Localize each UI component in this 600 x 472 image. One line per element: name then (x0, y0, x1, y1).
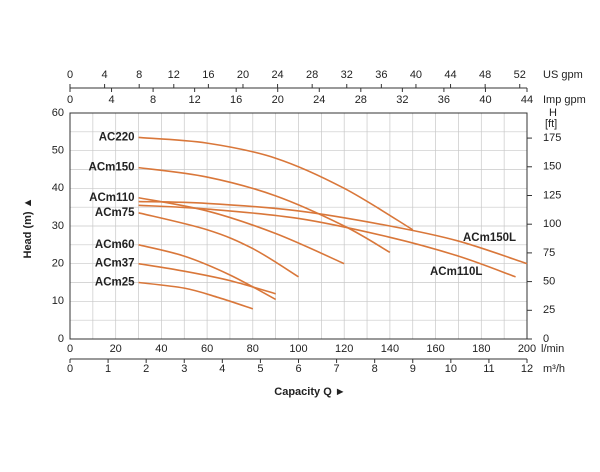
axis-tick-label: 6 (295, 363, 301, 375)
series-label: ACm150L (463, 232, 516, 244)
y-tick-label: 0 (58, 333, 64, 345)
axis-unit: l/min (541, 343, 564, 355)
y2-tick-label: 175 (543, 132, 561, 144)
curve (138, 281, 254, 310)
x-tick-label: 0 (67, 343, 73, 355)
axis-tick-label: 4 (108, 94, 114, 106)
series-label: ACm25 (95, 277, 135, 289)
series-label: ACm110L (430, 266, 482, 278)
axis-tick-label: 10 (445, 363, 457, 375)
x-tick-label: 120 (335, 343, 353, 355)
x-tick-label: 20 (110, 343, 122, 355)
y2-unit: [ft] (545, 118, 557, 130)
axis-tick-label: 0 (67, 363, 73, 375)
axis-unit: m³/h (543, 363, 565, 375)
axis-tick-label: 28 (306, 69, 318, 81)
x-tick-label: 140 (381, 343, 399, 355)
plot-frame (69, 112, 528, 340)
axis-title: Capacity Q ► (274, 386, 345, 398)
axis-tick-label: 8 (150, 94, 156, 106)
x-tick-label: 80 (247, 343, 259, 355)
y-tick-label: 10 (52, 295, 64, 307)
curve (138, 196, 345, 265)
axis-tick-label: 4 (219, 363, 225, 375)
y2-unit: H (549, 107, 557, 119)
axis-tick-label: 16 (202, 69, 214, 81)
axis-tick-label: 1 (105, 363, 111, 375)
axis-tick-label: 0 (67, 69, 73, 81)
y2-tick-label: 50 (543, 276, 555, 288)
x-tick-label: 100 (289, 343, 307, 355)
axis-tick-label: 24 (271, 69, 283, 81)
y2-tick-label: 0 (543, 333, 549, 345)
axis-unit: Imp gpm (543, 94, 586, 106)
axis-tick-label: 40 (479, 94, 491, 106)
axis-title: Head (m) ▲ (22, 197, 34, 258)
y2-tick-label: 150 (543, 161, 561, 173)
axis-tick-label: 8 (372, 363, 378, 375)
x-tick-label: 60 (201, 343, 213, 355)
y-tick-label: 20 (52, 258, 64, 270)
axis-tick-label: 40 (410, 69, 422, 81)
y-tick-label: 30 (52, 220, 64, 232)
axis-tick-label: 8 (136, 69, 142, 81)
axis-tick-label: 12 (189, 94, 201, 106)
curve (138, 212, 299, 278)
axis-tick-label: 12 (521, 363, 533, 375)
axis-tick-label: 9 (410, 363, 416, 375)
y2-tick-label: 125 (543, 189, 561, 201)
axis-tick-label: 36 (438, 94, 450, 106)
axis-tick-label: 44 (521, 94, 533, 106)
curve (138, 204, 516, 278)
axis-tick-label: 12 (168, 69, 180, 81)
axis-tick-label: 16 (230, 94, 242, 106)
axis-tick-label: 3 (181, 363, 187, 375)
axis-tick-label: 5 (257, 363, 263, 375)
curve (138, 136, 414, 231)
axis-tick-label: 20 (237, 69, 249, 81)
series-label: ACm75 (95, 207, 135, 219)
x-tick-label: 200 (518, 343, 536, 355)
axis-tick-label: 36 (375, 69, 387, 81)
curve (138, 262, 276, 295)
y2-tick-label: 25 (543, 304, 555, 316)
series-label: AC220 (99, 132, 135, 144)
axis-tick-label: 24 (313, 94, 325, 106)
x-tick-label: 180 (472, 343, 490, 355)
axis-tick-label: 32 (341, 69, 353, 81)
axis-tick-label: 2 (143, 363, 149, 375)
axis-tick-label: 0 (67, 94, 73, 106)
series-label: ACm37 (95, 258, 135, 270)
series-label: ACm110 (89, 192, 134, 204)
y2-tick-label: 75 (543, 247, 555, 259)
y-tick-label: 60 (52, 107, 64, 119)
series-label: ACm150 (89, 162, 135, 174)
curve (138, 200, 528, 265)
axis-tick-label: 28 (355, 94, 367, 106)
series-label: ACm60 (95, 239, 135, 251)
y2-tick-label: 100 (543, 218, 561, 230)
axis-tick-label: 44 (444, 69, 456, 81)
x-tick-label: 40 (155, 343, 167, 355)
y-tick-label: 50 (52, 145, 64, 157)
axis-tick-label: 32 (396, 94, 408, 106)
x-tick-label: 160 (426, 343, 444, 355)
y-tick-label: 40 (52, 182, 64, 194)
curve (138, 166, 391, 254)
axis-tick-label: 4 (102, 69, 108, 81)
axis-tick-label: 48 (479, 69, 491, 81)
axis-tick-label: 7 (334, 363, 340, 375)
axis-tick-label: 52 (514, 69, 526, 81)
axis-unit: US gpm (543, 69, 583, 81)
axis-tick-label: 20 (272, 94, 284, 106)
axis-tick-label: 11 (483, 363, 494, 375)
